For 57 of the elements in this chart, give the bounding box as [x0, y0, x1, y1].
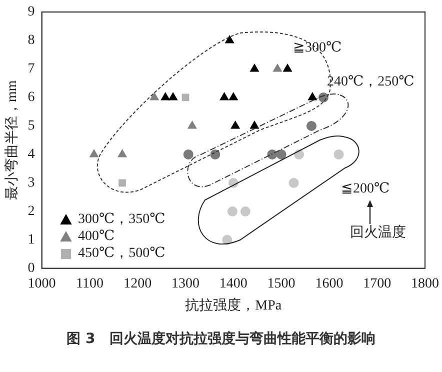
- point: [168, 92, 178, 100]
- point: [225, 35, 234, 44]
- point: [150, 92, 159, 100]
- point: [183, 149, 194, 160]
- y-axis-title: 最小弯曲半径，mm: [4, 80, 20, 200]
- point: [267, 149, 278, 160]
- x-tick-label: 1700: [363, 276, 392, 292]
- point: [308, 92, 317, 100]
- point: [283, 64, 292, 72]
- point: [210, 149, 220, 160]
- legend-label: 400℃: [78, 228, 115, 245]
- x-tick-label: 1300: [172, 276, 200, 292]
- point: [276, 149, 286, 160]
- y-tick-label: 1: [28, 232, 35, 248]
- annotation: 回火温度: [350, 224, 406, 241]
- point: [230, 120, 240, 129]
- x-tick-label: 1600: [315, 276, 344, 292]
- point: [182, 94, 190, 102]
- x-tick-label: 1000: [28, 276, 56, 292]
- x-tick-label: 1800: [411, 276, 439, 292]
- y-tick-label: 2: [28, 204, 35, 220]
- y-tick-label: 9: [28, 4, 35, 20]
- point: [250, 64, 259, 72]
- y-tick-label: 6: [28, 90, 35, 106]
- point: [227, 206, 238, 216]
- point: [188, 120, 197, 129]
- y-tick-label: 7: [28, 62, 35, 77]
- x-tick-label: 1500: [267, 276, 296, 292]
- annotation: ≧300℃: [293, 40, 342, 56]
- legend-label: 300℃，350℃: [78, 211, 166, 228]
- point: [273, 64, 282, 72]
- y-tick-label: 5: [28, 118, 35, 134]
- x-tick-label: 1100: [76, 276, 104, 292]
- point: [222, 234, 232, 245]
- y-tick-label: 3: [28, 176, 35, 191]
- annotation: 240℃，250℃: [327, 74, 414, 90]
- y-tick-label: 8: [28, 33, 35, 48]
- legend-label: 450℃，500℃: [78, 245, 166, 262]
- point: [306, 120, 316, 131]
- point: [90, 149, 98, 158]
- point: [220, 92, 229, 100]
- y-tick-label: 4: [28, 147, 35, 162]
- x-axis-title: 抗拉强度，MPa: [185, 297, 282, 314]
- x-tick-label: 1400: [219, 276, 248, 292]
- annotation: ≦200℃: [341, 182, 390, 197]
- text: 图 3 回火温度对抗拉强度与弯曲性能平衡的影响: [66, 330, 376, 348]
- point: [294, 149, 304, 160]
- point: [118, 149, 127, 158]
- x-tick-label: 1200: [124, 276, 152, 292]
- point: [334, 149, 344, 160]
- point: [250, 120, 259, 129]
- point: [160, 92, 170, 100]
- point: [229, 92, 238, 100]
- point: [118, 179, 126, 187]
- point: [288, 178, 299, 188]
- point: [240, 206, 250, 216]
- y-tick-label: 0: [28, 261, 35, 276]
